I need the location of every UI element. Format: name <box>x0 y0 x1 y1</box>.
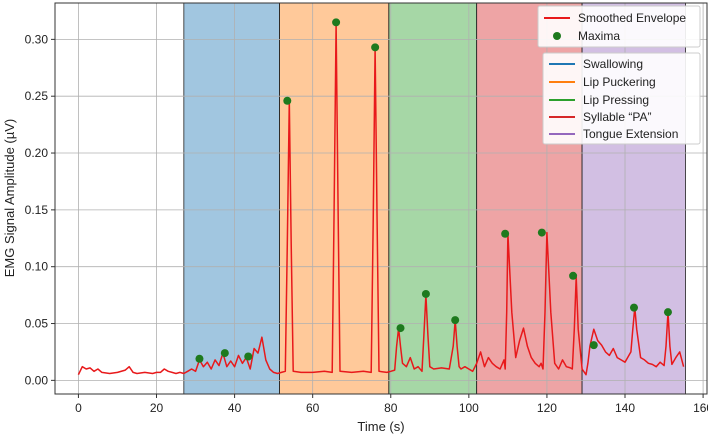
maxima-point <box>537 228 546 237</box>
maxima-point <box>451 316 460 325</box>
legend-swallowing-label: Swallowing <box>583 57 643 71</box>
x-tick-label: 40 <box>228 401 242 415</box>
legend-series: Smoothed Envelope Maxima <box>537 5 701 48</box>
y-tick-label: 0.05 <box>25 317 49 331</box>
maxima-point <box>283 96 292 105</box>
x-axis-ticks: 0 20 40 60 80 100 120 140 160 <box>75 394 708 415</box>
maxima-series <box>195 18 672 363</box>
envelope-line <box>77 22 685 376</box>
y-axis-label: EMG Signal Amplitude (µV) <box>2 119 17 278</box>
maxima-point <box>244 352 253 361</box>
x-tick-label: 160 <box>693 401 708 415</box>
maxima-point <box>396 324 405 333</box>
x-tick-label: 80 <box>384 401 398 415</box>
y-tick-label: 0.10 <box>25 260 49 274</box>
maxima-point <box>195 354 204 363</box>
legend-lip-pressing-label: Lip Pressing <box>583 93 649 107</box>
legend-syllable-label: Syllable “PA” <box>583 110 651 124</box>
region-lip-pressing <box>388 2 478 395</box>
maxima-point <box>663 308 672 317</box>
y-tick-label: 0.00 <box>25 373 49 387</box>
x-tick-label: 100 <box>459 401 479 415</box>
y-tick-label: 0.25 <box>25 89 49 103</box>
legend-series-box <box>537 5 701 48</box>
legend-maxima-label: Maxima <box>578 29 620 43</box>
maxima-point <box>371 43 380 52</box>
legend-envelope-label: Smoothed Envelope <box>578 11 686 25</box>
x-tick-label: 140 <box>615 401 635 415</box>
region-swallowing <box>183 2 280 395</box>
legend-maxima-swatch <box>553 32 561 40</box>
envelope-series <box>77 22 685 376</box>
x-axis-label: Time (s) <box>357 419 404 434</box>
y-tick-label: 0.20 <box>25 146 49 160</box>
grid-lines <box>55 3 707 394</box>
maxima-point <box>332 18 341 27</box>
plot-frame <box>54 2 708 395</box>
x-tick-label: 60 <box>306 401 320 415</box>
y-tick-label: 0.30 <box>25 32 49 46</box>
legend-lip-puckering-label: Lip Puckering <box>583 75 656 89</box>
maxima-point <box>421 289 430 298</box>
legend-regions-box <box>542 52 701 145</box>
x-tick-label: 120 <box>537 401 557 415</box>
y-tick-label: 0.15 <box>25 203 49 217</box>
maxima-point <box>589 341 598 350</box>
maxima-point <box>220 349 229 358</box>
x-tick-label: 20 <box>150 401 164 415</box>
y-axis-ticks: 0.00 0.05 0.10 0.15 0.20 0.25 0.30 <box>25 32 55 387</box>
maxima-point <box>501 229 510 238</box>
maxima-point <box>569 271 578 280</box>
legend-tongue-extension-label: Tongue Extension <box>583 127 678 141</box>
legend-regions: Swallowing Lip Puckering Lip Pressing Sy… <box>542 52 701 145</box>
maxima-point <box>629 303 638 312</box>
x-tick-label: 0 <box>75 401 82 415</box>
